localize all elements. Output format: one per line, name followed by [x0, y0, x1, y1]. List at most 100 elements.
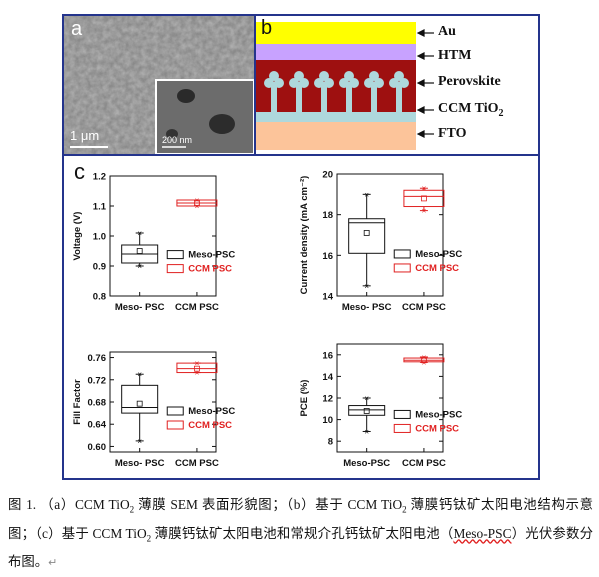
box-plot-2: 14 16 18 20 Current density (mA cm⁻²) Meso- P…: [299, 170, 462, 314]
y-tick-label: 0.72: [88, 375, 107, 386]
mean-marker: [194, 365, 200, 372]
x-category-label: Meso-PSC: [343, 458, 390, 469]
layer-fto: [256, 122, 416, 150]
tio2-pillar-lobe: [319, 71, 329, 81]
panel-a-label: a: [71, 18, 83, 40]
y-tick-label: 0.9: [93, 262, 106, 273]
max-marker: ×: [364, 394, 369, 403]
mean-marker: [363, 230, 370, 236]
tio2-pillar-lobe: [299, 78, 309, 88]
scale-bar-inset: 200 nm: [162, 135, 193, 145]
legend-swatch: [393, 249, 411, 259]
y-tick-label: 20: [322, 170, 333, 181]
legend-label: CCM PSC: [188, 420, 232, 431]
divider-horizontal: [64, 154, 538, 156]
x-category-label: CCM PSC: [402, 458, 446, 469]
x-category-label: CCM PSC: [402, 302, 446, 313]
panel-a-sem-image: a 1 μm 200 nm: [64, 16, 254, 154]
y-axis-label: Voltage (V): [72, 212, 83, 261]
y-tick-label: 0.60: [88, 442, 107, 453]
tio2-pillars: [264, 71, 409, 112]
y-tick-label: 8: [328, 437, 333, 448]
y-axis-label: PCE (%): [299, 380, 310, 417]
device-stack: [256, 16, 434, 154]
min-marker: ×: [364, 427, 369, 436]
tio2-pillar-lobe: [269, 71, 279, 81]
y-tick-label: 1.2: [93, 172, 106, 183]
y-tick-label: 1.0: [93, 232, 106, 243]
legend-label: Meso-PSC: [415, 249, 462, 260]
tio2-pillar-lobe: [339, 78, 349, 88]
tio2-pillar-lobe: [264, 78, 274, 88]
legend-label: Meso-PSC: [188, 406, 235, 417]
y-tick-label: 1.1: [93, 202, 107, 213]
tio2-pillar-lobe: [394, 71, 404, 81]
label-perovskite: Perovskite: [438, 74, 501, 89]
legend-swatch: [166, 406, 184, 416]
tio2-pillar-lobe: [314, 78, 324, 88]
y-tick-label: 16: [322, 251, 333, 262]
tio2-pillar-lobe: [374, 78, 384, 88]
label-au: Au: [438, 24, 456, 39]
y-tick-label: 16: [322, 350, 333, 361]
sem-texture: [64, 16, 254, 154]
tio2-pillar-lobe: [324, 78, 334, 88]
figure-caption: 图 1. （a）CCM TiO2 薄膜 SEM 表面形貌图；（b）基于 CCM …: [8, 497, 593, 570]
max-marker: ×: [422, 184, 427, 193]
divider-vertical: [254, 16, 256, 154]
legend-label: CCM PSC: [188, 264, 232, 275]
legend-label: CCM PSC: [415, 263, 459, 274]
layer-au: [256, 22, 416, 44]
legend-swatch: [393, 409, 411, 419]
y-tick-label: 0.64: [88, 420, 107, 431]
panel-c-box-plots: c 0.8 0.9 1.0 1.1 1.2 Voltage (V) Meso- PSC CCM…: [64, 156, 538, 478]
mean-marker: [136, 400, 143, 407]
tio2-pillar-stem: [321, 82, 327, 112]
y-tick-label: 18: [322, 210, 333, 221]
legend-swatch: [166, 420, 184, 430]
panel-b-device-structure: b Au HTM Perovskite CCM TiO2 FTO: [256, 16, 538, 154]
box-plot-grid: 0.8 0.9 1.0 1.1 1.2 Voltage (V) Meso- PSC CCM P…: [72, 170, 462, 470]
y-tick-label: 12: [322, 394, 333, 405]
panel-b-label: b: [261, 17, 273, 39]
scale-bar-main: 1 μm: [70, 128, 100, 143]
tio2-pillar-stem: [371, 82, 377, 112]
mean-marker: [136, 248, 143, 254]
y-tick-label: 10: [322, 415, 333, 426]
y-tick-label: 0.76: [88, 353, 107, 364]
box-plot-1: 0.8 0.9 1.0 1.1 1.2 Voltage (V) Meso- PSC CCM P…: [72, 172, 235, 314]
box-iqr: [121, 384, 159, 414]
mean-marker: [363, 408, 370, 414]
max-marker: ×: [364, 190, 369, 199]
box-iqr: [348, 405, 386, 416]
y-axis-label: Current density (mA cm⁻²): [299, 176, 310, 295]
mean-marker: [194, 200, 200, 206]
tio2-pillar-lobe: [369, 71, 379, 81]
y-tick-label: 0.68: [88, 398, 107, 409]
tio2-pillar-lobe: [289, 78, 299, 88]
panel-c-label: c: [74, 159, 85, 184]
y-tick-label: 14: [322, 292, 333, 303]
x-category-label: CCM PSC: [175, 302, 219, 313]
box-iqr: [403, 189, 445, 208]
x-category-label: Meso- PSC: [115, 458, 165, 469]
layer-htm: [256, 44, 416, 60]
layer-ccm-tio2: [256, 112, 416, 122]
mean-marker: [421, 195, 427, 202]
mean-marker: [421, 357, 427, 364]
min-marker: ×: [364, 282, 369, 291]
x-category-label: Meso- PSC: [342, 302, 392, 313]
x-category-label: Meso- PSC: [115, 302, 165, 313]
min-marker: ×: [422, 207, 427, 216]
tio2-pillar-lobe: [344, 71, 354, 81]
sem-inset: [155, 79, 254, 154]
tio2-pillar-lobe: [364, 78, 374, 88]
tio2-pillar-stem: [296, 82, 302, 112]
max-marker: ×: [137, 370, 142, 379]
box-iqr: [176, 362, 218, 374]
legend-label: Meso-PSC: [415, 409, 462, 420]
y-tick-label: 0.8: [93, 292, 106, 303]
tio2-pillar-stem: [396, 82, 402, 112]
tio2-pillar-lobe: [349, 78, 359, 88]
legend-label: Meso-PSC: [188, 250, 235, 261]
